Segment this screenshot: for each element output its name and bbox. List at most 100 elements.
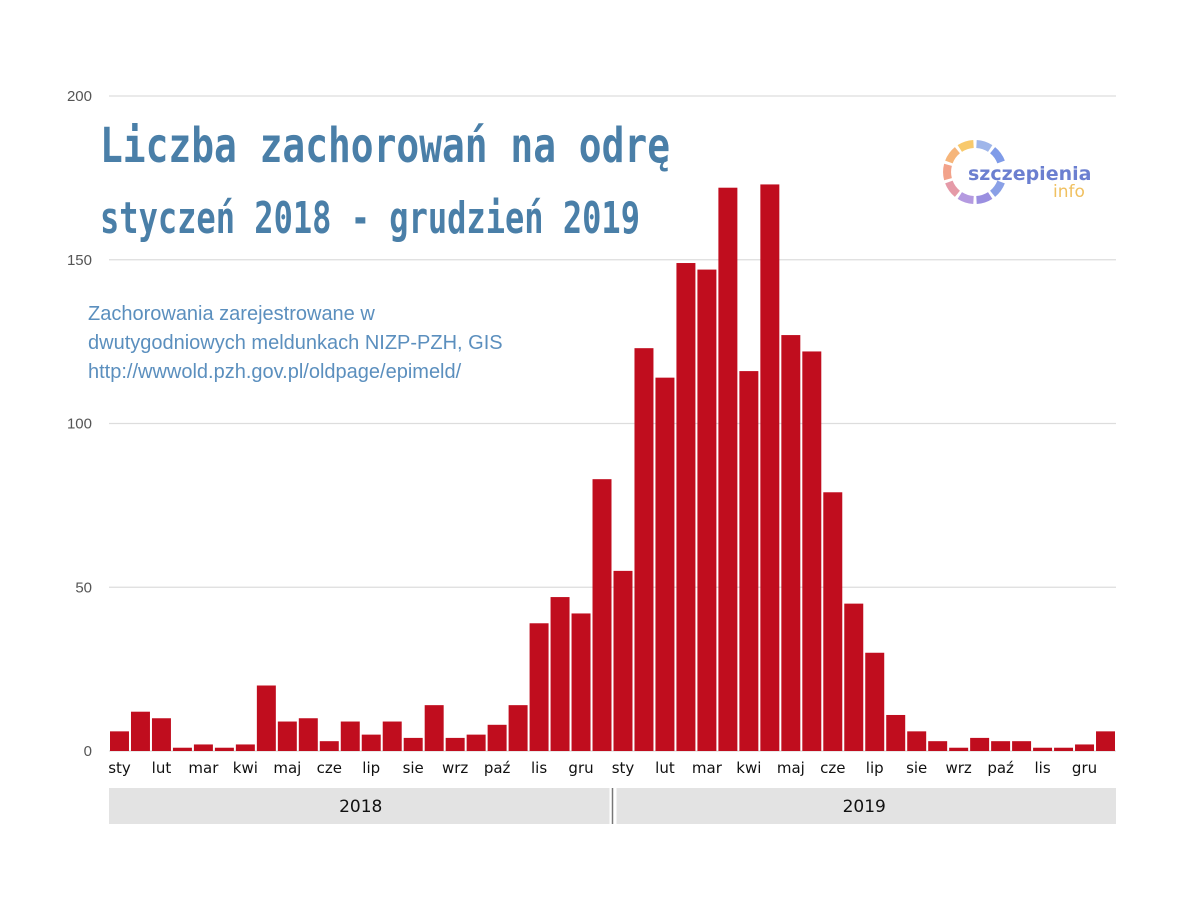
x-tick-label: sie — [403, 759, 424, 777]
bar — [277, 721, 297, 751]
year-band-2018 — [109, 788, 610, 824]
logo-ring-segment — [943, 163, 952, 181]
x-tick-label: maj — [273, 759, 301, 777]
bar — [928, 741, 948, 751]
x-tick-label: lip — [362, 759, 380, 777]
y-tick-label: 150 — [67, 252, 92, 269]
szczepienia-info-logo: szczepienia info — [943, 140, 1091, 204]
y-tick-label: 50 — [75, 579, 92, 596]
x-tick-label: lis — [1034, 759, 1050, 777]
bar — [130, 711, 150, 751]
bar — [487, 724, 507, 751]
bar — [1012, 741, 1032, 751]
x-axis-ticks: sty lut mar kwi maj cze lip sie wrz paź lis gru sty l… — [108, 759, 1097, 777]
bar — [256, 685, 276, 751]
bar — [298, 718, 318, 751]
bar — [970, 737, 990, 751]
year-label-2018: 2018 — [339, 797, 382, 817]
bar — [634, 348, 654, 751]
bar — [991, 741, 1011, 751]
logo-ring-segment — [945, 147, 961, 164]
source-line-1: Zachorowania zarejestrowane w — [88, 303, 375, 325]
x-tick-label: sie — [906, 759, 927, 777]
year-band-2019 — [616, 788, 1116, 824]
bar — [403, 737, 423, 751]
bar — [571, 613, 591, 751]
x-tick-label: paź — [987, 759, 1014, 777]
x-tick-label: lut — [152, 759, 172, 777]
bar — [886, 714, 906, 751]
bar — [697, 269, 717, 751]
source-line-3: http://wwwold.pzh.gov.pl/oldpage/epimeld… — [88, 361, 462, 383]
x-tick-label: paź — [484, 759, 511, 777]
x-tick-label: kwi — [736, 759, 761, 777]
bar — [781, 335, 801, 751]
grid-lines — [109, 95, 1116, 752]
logo-ring-segment — [989, 180, 1005, 197]
y-tick-label: 200 — [67, 88, 92, 105]
year-label-2019: 2019 — [843, 797, 886, 817]
x-tick-label: wrz — [946, 759, 972, 777]
bar — [424, 705, 444, 751]
source-line-2: dwutygodniowych meldunkach NIZP-PZH, GIS — [88, 332, 503, 354]
bar — [319, 741, 339, 751]
x-tick-label: sty — [108, 759, 131, 777]
x-tick-label: cze — [317, 759, 342, 777]
x-tick-label: lis — [531, 759, 547, 777]
bar — [172, 747, 192, 751]
logo-ring-segment — [945, 180, 961, 197]
y-axis-ticks: 0 50 100 150 200 — [67, 88, 92, 760]
x-tick-label: gru — [568, 759, 593, 777]
bar — [508, 705, 528, 751]
x-tick-label: mar — [188, 759, 219, 777]
bar — [802, 351, 822, 751]
bar — [949, 747, 969, 751]
logo-ring-icon — [943, 140, 1005, 204]
logo-ring-segment — [957, 140, 974, 152]
x-tick-label: cze — [820, 759, 845, 777]
bar — [550, 597, 570, 751]
bar — [907, 731, 927, 751]
x-tick-label: lut — [655, 759, 675, 777]
logo-ring-segment — [976, 192, 993, 204]
bar — [214, 747, 234, 751]
bar — [1033, 747, 1053, 751]
x-tick-label: kwi — [233, 759, 258, 777]
x-tick-label: gru — [1072, 759, 1097, 777]
bar — [340, 721, 360, 751]
bar — [235, 744, 255, 751]
x-tick-label: wrz — [442, 759, 468, 777]
bar — [361, 734, 381, 751]
logo-ring-segment — [957, 192, 974, 204]
bar — [676, 263, 696, 751]
x-tick-label: sty — [612, 759, 635, 777]
bar — [865, 652, 885, 751]
logo-ring-segment — [976, 140, 993, 152]
y-tick-label: 0 — [84, 743, 92, 760]
bar — [844, 603, 864, 751]
logo-ring-segment — [989, 147, 1005, 164]
bar — [382, 721, 402, 751]
bar — [529, 623, 549, 751]
bar — [760, 184, 780, 752]
bar — [823, 492, 843, 751]
x-tick-label: maj — [777, 759, 805, 777]
chart-date-range: styczeń 2018 - grudzień 2019 — [100, 193, 640, 244]
bar — [445, 737, 465, 751]
bar — [739, 371, 759, 751]
chart-title: Liczba zachorowań na odrę — [100, 118, 670, 174]
bar — [151, 718, 171, 751]
bar — [466, 734, 486, 751]
bar — [718, 187, 738, 751]
y-tick-label: 100 — [67, 416, 92, 433]
year-bands: 2018 2019 — [109, 788, 1116, 824]
logo-text-main: szczepienia — [968, 163, 1091, 185]
bar — [193, 744, 213, 751]
bar — [1075, 744, 1095, 751]
logo-text-sub: info — [1053, 182, 1085, 202]
x-tick-label: lip — [866, 759, 884, 777]
bar — [592, 479, 612, 751]
bar — [1054, 747, 1074, 751]
bar — [655, 377, 675, 751]
